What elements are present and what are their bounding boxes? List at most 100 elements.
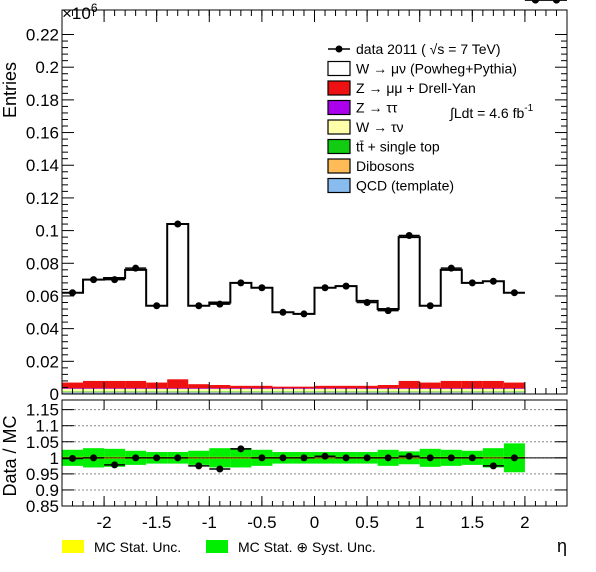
- ratio-y-tick-label: 0.95: [26, 465, 59, 484]
- ratio-point: [468, 454, 476, 462]
- y-tick-label: 0.1: [35, 222, 59, 241]
- legend-label: Z → ττ: [356, 100, 398, 116]
- data-point: [363, 298, 371, 306]
- data-point: [426, 302, 434, 310]
- ratio-point: [216, 465, 224, 473]
- legend-swatch: [327, 60, 351, 77]
- data-point: [90, 276, 98, 284]
- ratio-y-tick-label: 1.05: [26, 433, 59, 452]
- data-point: [342, 282, 350, 290]
- y-tick-label: 0.14: [26, 156, 59, 175]
- legend-label: Z → μμ + Drell-Yan: [356, 80, 476, 96]
- ratio-point: [132, 454, 140, 462]
- legend-label: QCD (template): [356, 178, 454, 194]
- legend-swatch: [327, 138, 351, 155]
- stack-bar: [83, 380, 105, 389]
- data-point: [153, 302, 161, 310]
- y-tick-label: 0.16: [26, 124, 59, 143]
- y-tick-label: 0.02: [26, 352, 59, 371]
- legend-label: tt̄ + single top: [356, 139, 440, 155]
- ratio-point: [426, 454, 434, 462]
- ratio-y-tick-label: 0.85: [26, 497, 59, 516]
- ratio-point: [489, 462, 497, 470]
- band-legend-swatch: [206, 540, 228, 553]
- data-point: [174, 220, 182, 228]
- main-panel: 0 0.02 0.04 0.06 0.08 0.1 0.12 0.14 0.16 0.18 0.2 0…: [26, 0, 568, 404]
- data-point: [300, 310, 308, 318]
- legend-swatch: [327, 99, 351, 116]
- band-legend-swatch: [62, 540, 84, 553]
- stack-bar: [230, 385, 252, 389]
- data-point: [468, 279, 476, 287]
- data-point: [321, 284, 329, 292]
- x-tick-label: -1: [202, 513, 217, 532]
- legend-label: Dibosons: [356, 158, 414, 174]
- stack-bar: [419, 382, 441, 389]
- data-point: [216, 300, 224, 308]
- ratio-y-tick-label: 1.1: [35, 417, 59, 436]
- x-tick-label: -2: [97, 513, 112, 532]
- x-tick-label: -1.5: [142, 513, 171, 532]
- stack-bar: [125, 380, 147, 389]
- ratio-point: [342, 454, 350, 462]
- y-tick-label: 0.2: [35, 58, 59, 77]
- legend-label: W → τν: [356, 119, 404, 135]
- ratio-point: [195, 462, 203, 470]
- stack-bar: [440, 380, 462, 389]
- luminosity-label: ∫Ldt = 4.6 fb-1: [449, 103, 534, 121]
- data-point: [111, 276, 119, 284]
- y-tick-label: 0: [50, 385, 59, 404]
- y-tick-label: 0.06: [26, 287, 59, 306]
- stack-bar: [104, 380, 126, 389]
- stack-bar: [482, 380, 504, 389]
- y-tick-label: 0.12: [26, 189, 59, 208]
- ratio-y-tick-label: 0.9: [35, 481, 59, 500]
- x-tick-label: 2: [520, 513, 529, 532]
- stack-bar: [293, 386, 315, 389]
- ratio-point: [258, 454, 266, 462]
- legend-data-marker: [335, 45, 343, 53]
- data-point: [510, 289, 518, 297]
- data-point: [237, 279, 245, 287]
- ratio-point: [279, 454, 287, 462]
- x-tick-label: -0.5: [247, 513, 276, 532]
- band-legend-label: MC Stat. ⊕ Syst. Unc.: [238, 539, 376, 555]
- legend-swatch: [327, 80, 351, 96]
- stack-bar: [272, 386, 294, 389]
- ratio-point: [69, 454, 77, 462]
- stack-bar: [314, 385, 336, 389]
- legend-swatch: [327, 119, 351, 135]
- legend: data 2011 ( √s = 7 TeV) W → μν (Powheg+Py…: [62, 41, 517, 555]
- ratio-point: [405, 452, 413, 460]
- stack-bar: [398, 380, 420, 389]
- x-tick-label: 0.5: [355, 513, 379, 532]
- ratio-point: [321, 452, 329, 460]
- data-point: [489, 277, 497, 285]
- x-axis-title: η: [557, 536, 567, 556]
- data-point: [279, 308, 287, 316]
- legend-swatch: [327, 177, 351, 194]
- legend-label: W → μν (Powheg+Pythia): [356, 61, 517, 77]
- stack-bar: [377, 385, 399, 389]
- data-point: [132, 264, 140, 272]
- stack-bar: [167, 379, 189, 389]
- data-point: [447, 264, 455, 272]
- ratio-point: [552, 0, 560, 4]
- ratio-point: [531, 0, 539, 4]
- data-point: [384, 307, 392, 315]
- legend-swatch: [327, 158, 351, 174]
- ratio-point: [363, 454, 371, 462]
- x-tick-label: 1.5: [460, 513, 484, 532]
- y-tick-label: 0.08: [26, 254, 59, 273]
- y-axis-title-main: Entries: [0, 62, 20, 118]
- y-tick-label: 0.04: [26, 320, 59, 339]
- ratio-point: [174, 454, 182, 462]
- ratio-point: [447, 454, 455, 462]
- y-tick-label: 0.22: [26, 26, 59, 45]
- x-tick-label: 0: [310, 513, 319, 532]
- y-axis-title-ratio: Data / MC: [0, 415, 20, 496]
- stack-bar: [503, 382, 525, 389]
- mc-total-outline: [62, 223, 525, 315]
